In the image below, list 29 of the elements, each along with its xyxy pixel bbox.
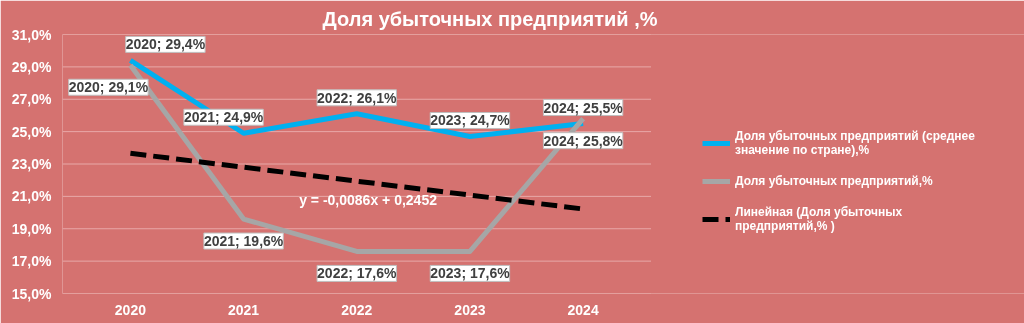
x-tick-label: 2020 xyxy=(114,301,147,318)
data-label: 2023; 17,6% xyxy=(430,265,511,282)
data-label: 2021; 24,9% xyxy=(183,109,264,126)
y-tick-label: 27,0% xyxy=(11,91,53,108)
x-tick-label: 2022 xyxy=(341,301,373,318)
data-label: 2022; 17,6% xyxy=(317,265,398,282)
y-tick-label: 25,0% xyxy=(11,123,53,140)
legend-label: Доля убыточных предприятий (среднее значение по стране),% xyxy=(735,129,976,157)
y-tick-label: 19,0% xyxy=(11,220,53,237)
data-label: 2024; 25,8% xyxy=(543,132,624,149)
y-tick-label: 21,0% xyxy=(11,188,53,205)
y-tick-label: 15,0% xyxy=(11,285,53,302)
y-tick-label: 17,0% xyxy=(11,253,53,270)
chart-title: Доля убыточных предприятий ,% xyxy=(322,7,658,30)
data-label: 2023; 24,7% xyxy=(430,112,511,129)
legend-label: Доля убыточных предприятий,% xyxy=(735,174,934,188)
data-label: 2020; 29,1% xyxy=(68,79,149,96)
legend-label: Линейная (Доля убыточных предприятий,% ) xyxy=(735,205,904,233)
data-label: 2024; 25,5% xyxy=(543,99,624,116)
y-tick-label: 23,0% xyxy=(11,156,53,172)
data-label: 2020; 29,4% xyxy=(125,36,206,53)
x-tick-label: 2024 xyxy=(567,301,599,318)
data-label: 2022; 26,1% xyxy=(317,89,398,106)
x-tick-label: 2023 xyxy=(454,301,486,318)
annotation: y = -0,0086x + 0,2452 xyxy=(299,192,438,209)
y-tick-label: 31,0% xyxy=(11,26,53,43)
x-tick-label: 2021 xyxy=(228,301,260,318)
data-label: 2021; 19,6% xyxy=(203,233,284,250)
y-tick-label: 29,0% xyxy=(11,58,53,75)
